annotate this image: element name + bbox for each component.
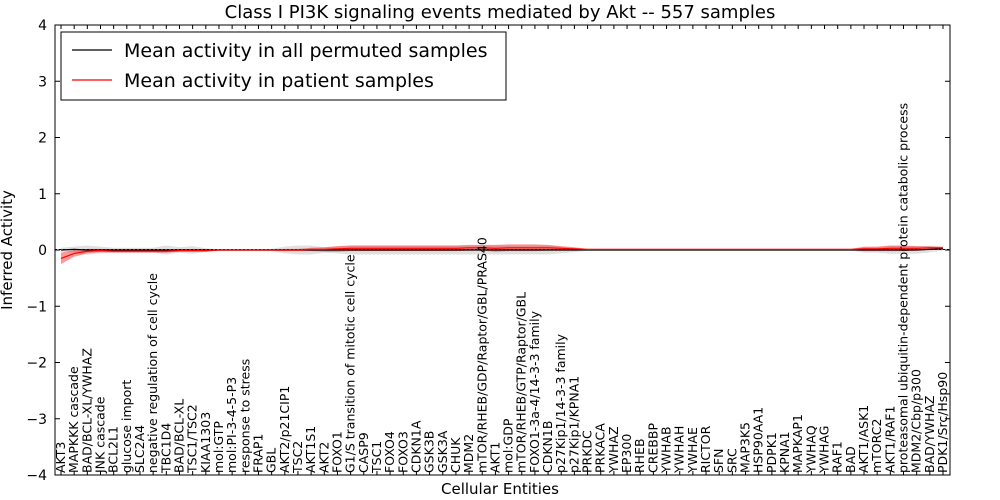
x-category-label: TSC1/TSC2 bbox=[185, 404, 200, 474]
x-category-label: CREBBP bbox=[645, 423, 660, 473]
x-category-label: G1/S transition of mitotic cell cycle bbox=[343, 254, 358, 473]
x-category-label: FOXO3 bbox=[395, 431, 410, 473]
y-tick-label: −1 bbox=[26, 299, 47, 315]
x-category-label: AKT1S1 bbox=[303, 426, 318, 473]
chart-title: Class I PI3K signaling events mediated b… bbox=[225, 2, 776, 23]
x-category-label: mTOR/RHEB/GTP/Raptor/GBL bbox=[514, 292, 529, 473]
x-category-label: FRAP1 bbox=[251, 434, 266, 473]
x-category-label: SFN bbox=[711, 449, 726, 473]
x-category-label: YWHAB bbox=[659, 426, 674, 474]
x-category-label: JNK cascade bbox=[93, 396, 108, 474]
x-category-label: KPNA1 bbox=[777, 431, 792, 473]
x-category-label: PDK1/Src/Hsp90 bbox=[935, 372, 950, 473]
x-category-label: AKT3 bbox=[53, 442, 68, 473]
legend-box bbox=[60, 31, 507, 101]
legend-label-patient: Mean activity in patient samples bbox=[124, 70, 434, 92]
x-category-label: PRKACA bbox=[593, 423, 608, 473]
x-category-label: HSP90AA1 bbox=[751, 407, 766, 473]
x-category-label: TBC1D4 bbox=[158, 423, 173, 474]
x-category-label: SLC2A4 bbox=[132, 425, 147, 473]
x-category-label: mol:GDP bbox=[501, 418, 516, 473]
y-tick-label: 4 bbox=[38, 18, 47, 34]
y-tick-label: 0 bbox=[38, 243, 47, 259]
x-category-label: MDM2 bbox=[461, 434, 476, 473]
x-category-label: KIAA1303 bbox=[198, 412, 213, 473]
y-tick-label: 3 bbox=[38, 74, 47, 90]
x-category-label: AKT1 bbox=[487, 442, 502, 473]
x-category-label: AKT2/p21CIP1 bbox=[277, 386, 292, 473]
x-category-label: GSK3A bbox=[435, 430, 450, 473]
x-category-label: p27Kip1/14-3-3 family bbox=[553, 333, 568, 473]
x-category-label: MAPKAP1 bbox=[790, 414, 805, 473]
x-category-label: BAD/YWHAZ bbox=[922, 396, 937, 473]
x-category-label: FOXO1-3a-4/14-3-3 family bbox=[527, 310, 542, 473]
y-tick-label: −3 bbox=[26, 412, 47, 428]
x-category-label: PRKDC bbox=[580, 430, 595, 473]
x-category-label: FOXO1 bbox=[329, 431, 344, 473]
legend: Mean activity in all permuted samples Me… bbox=[60, 31, 507, 101]
x-category-label: mol:GTP bbox=[211, 421, 226, 473]
x-category-label: YWHAH bbox=[672, 426, 687, 474]
x-category-label: mol:PI-3-4-5-P3 bbox=[224, 377, 239, 473]
x-category-label: YWHAZ bbox=[606, 426, 621, 474]
x-category-label: BAD/BCL-XL bbox=[172, 399, 187, 473]
y-axis-label: Inferred Activity bbox=[0, 190, 16, 310]
x-category-label: proteasomal ubiquitin-dependent protein … bbox=[896, 103, 911, 473]
x-category-label: response to stress bbox=[237, 359, 252, 473]
x-category-label: PDPK1 bbox=[764, 432, 779, 473]
x-category-label: glucose import bbox=[119, 380, 134, 473]
x-category-label: BCL2L1 bbox=[106, 426, 121, 473]
x-category-label: FOXO4 bbox=[382, 431, 397, 473]
series-line-patient bbox=[60, 247, 943, 259]
x-category-label: GSK3B bbox=[422, 431, 437, 473]
x-category-label: GBL bbox=[264, 448, 279, 473]
x-category-label: AKT1/RAF1 bbox=[882, 406, 897, 473]
x-category-label: CDKN1A bbox=[408, 420, 423, 473]
x-category-label: AKT1/ASK1 bbox=[856, 405, 871, 473]
x-category-label: TSC2 bbox=[290, 441, 305, 474]
x-category-label: TSC1 bbox=[369, 441, 384, 474]
x-category-label: CDKN1B bbox=[540, 421, 555, 473]
x-category-label: YWHAG bbox=[817, 426, 832, 474]
x-category-label: mTORC2 bbox=[869, 419, 884, 473]
x-category-label: MDM2/Cbp/p300 bbox=[909, 369, 924, 473]
x-category-label: YWHAQ bbox=[803, 425, 818, 474]
x-category-label: RICTOR bbox=[698, 425, 713, 473]
x-category-label: SRC bbox=[724, 448, 739, 473]
x-category-label: YWHAE bbox=[685, 427, 700, 474]
x-category-label: BAD/BCL-XL/YWHAZ bbox=[79, 348, 94, 473]
y-tick-label: 1 bbox=[38, 187, 47, 203]
y-tick-label: −4 bbox=[26, 468, 47, 484]
x-category-label: negative regulation of cell cycle bbox=[145, 273, 160, 473]
x-category-label: AKT2 bbox=[316, 442, 331, 473]
x-category-label: EP300 bbox=[619, 434, 634, 473]
legend-label-permuted: Mean activity in all permuted samples bbox=[124, 40, 487, 62]
x-category-label: BAD bbox=[843, 446, 858, 473]
x-axis-label: Cellular Entities bbox=[441, 480, 559, 498]
x-category-label: CASP9 bbox=[356, 432, 371, 473]
x-category-label: MAPKKK cascade bbox=[66, 366, 81, 473]
plot-frame bbox=[54, 24, 951, 476]
x-category-label: mTOR/RHEB/GDP/Raptor/GBL/PRAS40 bbox=[474, 237, 489, 473]
x-category-label: CHUK bbox=[448, 437, 463, 473]
x-category-label: MAP3K5 bbox=[738, 422, 753, 473]
x-category-label: RHEB bbox=[632, 438, 647, 473]
x-category-label: RAF1 bbox=[830, 441, 845, 473]
y-tick-label: −2 bbox=[26, 356, 47, 372]
y-tick-label: 2 bbox=[38, 131, 47, 147]
x-category-label: p27Kip1/KPNA1 bbox=[566, 376, 581, 473]
